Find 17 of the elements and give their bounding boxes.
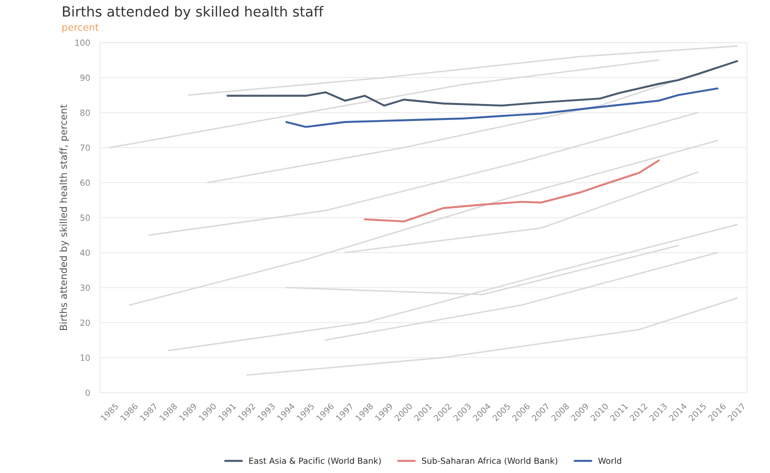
y-tick-label: 30 [80, 284, 90, 291]
y-tick-label: 20 [80, 320, 90, 326]
y-tick-label: 70 [80, 144, 90, 151]
chart-title: Births attended by skilled health staff [62, 6, 324, 20]
y-tick-label: 40 [80, 250, 90, 256]
y-tick-label: 60 [80, 180, 90, 186]
y-tick-label: 100 [75, 40, 90, 46]
y-tick-label: 10 [80, 354, 90, 361]
legend-label: Sub-Saharan Africa (World Bank) [422, 457, 558, 465]
y-tick-label: 90 [80, 74, 90, 81]
legend-label: East Asia & Pacific (World Bank) [249, 457, 381, 465]
y-tick-label: 80 [80, 110, 90, 116]
y-axis-title: Births attended by skilled health staff, percent [60, 104, 69, 330]
legend-label: World [598, 457, 622, 464]
chart-subtitle: percent [62, 24, 99, 33]
y-tick-label: 50 [80, 214, 90, 221]
y-tick-label: 0 [86, 390, 90, 396]
